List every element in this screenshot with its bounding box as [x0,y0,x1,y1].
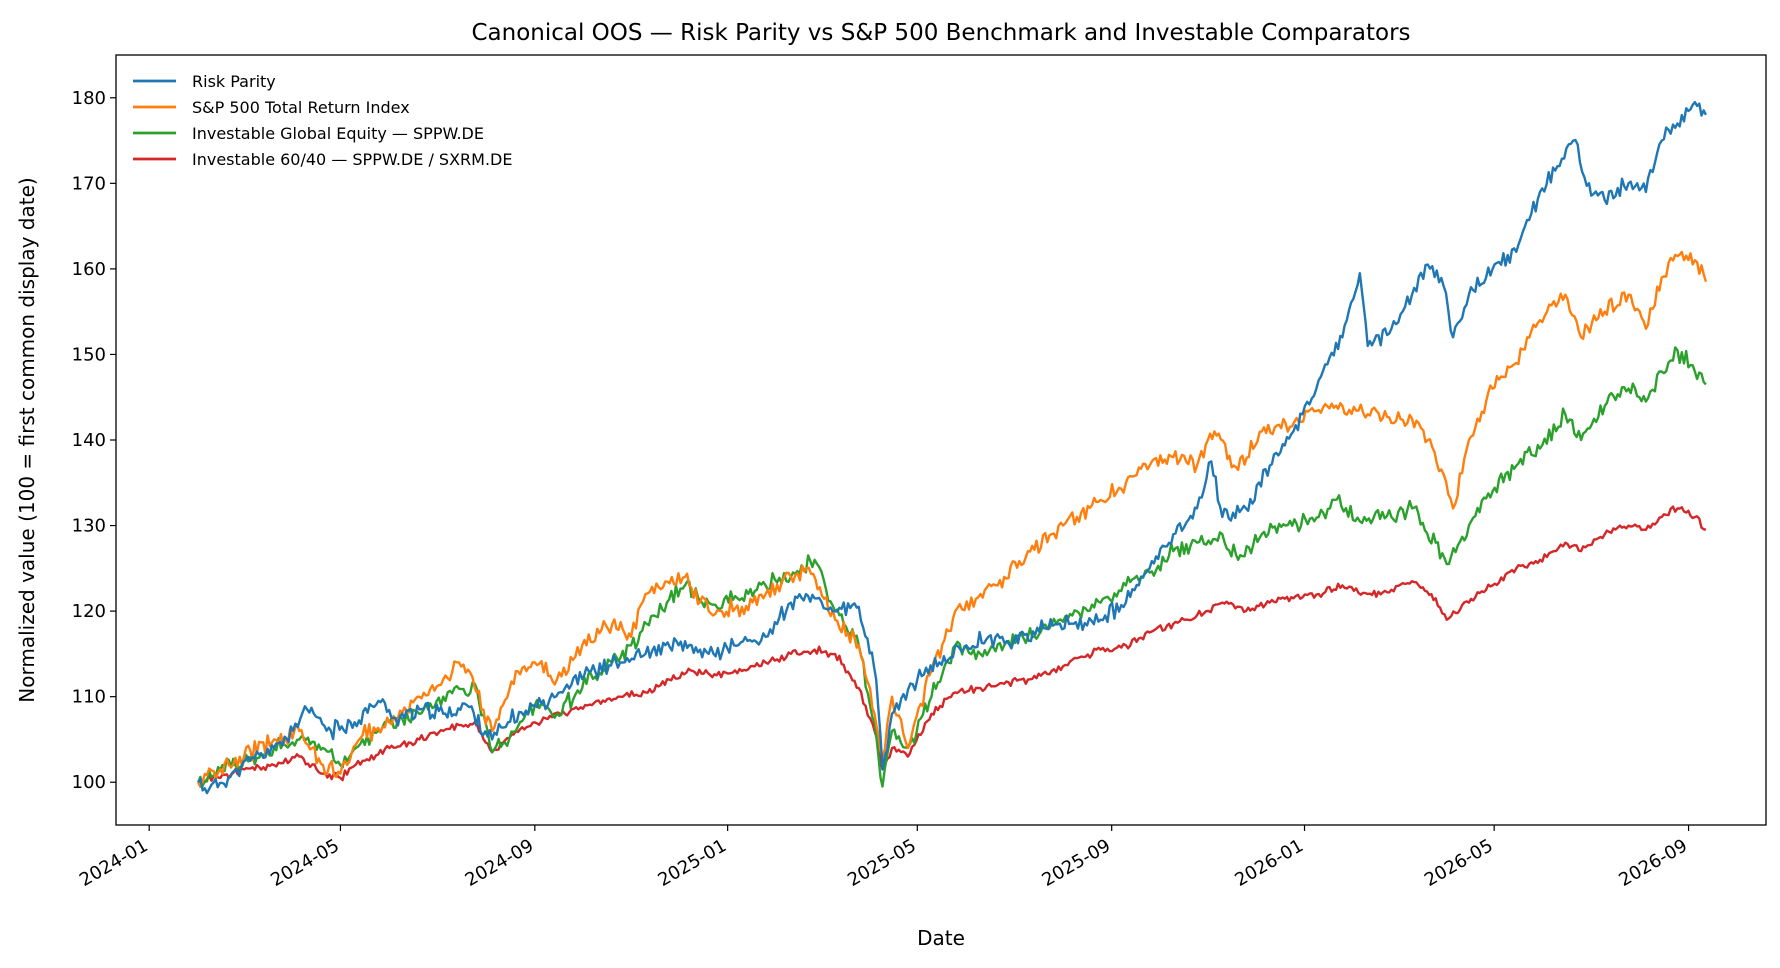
legend-label-2: Investable Global Equity — SPPW.DE [192,124,484,143]
y-axis-ticks: 100 110 120 130 140 150 160 170 180 [72,88,116,793]
x-tick-label-7: 2026-05 [1421,835,1497,891]
chart-title: Canonical OOS — Risk Parity vs S&P 500 B… [471,20,1410,46]
y-tick-label-7: 170 [72,173,106,194]
x-tick-label-6: 2026-01 [1231,835,1307,891]
y-tick-label-2: 120 [72,601,106,622]
y-tick-label-6: 160 [72,259,106,280]
legend: Risk Parity S&P 500 Total Return Index Inv… [133,72,512,169]
legend-label-0: Risk Parity [192,72,276,91]
series-line-2 [197,346,1707,788]
x-tick-label-8: 2026-09 [1615,835,1691,891]
y-tick-label-1: 110 [72,687,106,708]
x-axis-label: Date [917,926,965,950]
x-tick-label-4: 2025-05 [844,835,920,891]
y-tick-label-3: 130 [72,516,106,537]
y-tick-label-4: 140 [72,430,106,451]
x-tick-label-1: 2024-05 [267,835,343,891]
y-axis-label: Normalized value (100 = first common dis… [15,177,39,702]
series-line-0 [197,100,1707,795]
y-tick-label-0: 100 [72,772,106,793]
series-line-3 [197,505,1707,786]
x-axis-ticks: 2024-01 2024-05 2024-09 2025-01 2025-05 2025-… [76,825,1691,891]
plot-area [115,54,1767,826]
x-tick-label-5: 2025-09 [1039,835,1115,891]
x-tick-label-3: 2025-01 [654,835,730,891]
series-line-1 [197,250,1708,788]
legend-label-1: S&P 500 Total Return Index [192,98,410,117]
y-tick-label-5: 150 [72,344,106,365]
y-tick-label-8: 180 [72,88,106,109]
x-tick-label-2: 2024-09 [462,835,538,891]
series-layer [197,100,1708,795]
x-tick-label-0: 2024-01 [76,835,152,891]
legend-label-3: Investable 60/40 — SPPW.DE / SXRM.DE [192,150,512,169]
